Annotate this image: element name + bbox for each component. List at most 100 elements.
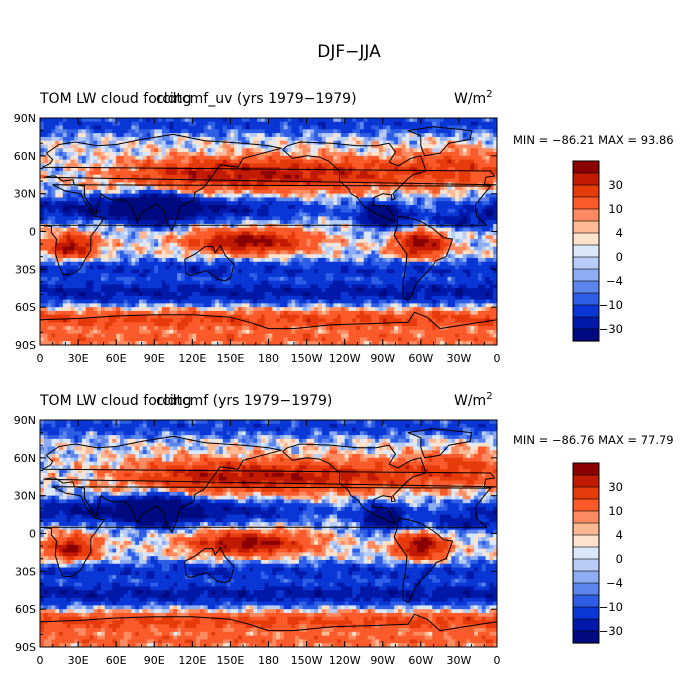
- field-cell: [279, 118, 285, 123]
- field-cell: [474, 167, 479, 172]
- field-cell: [295, 193, 300, 198]
- field-cell: [321, 235, 327, 240]
- field-cell: [85, 140, 91, 145]
- field-cell: [85, 216, 91, 221]
- field-cell: [123, 250, 129, 255]
- field-cell: [375, 152, 380, 157]
- field-cell: [375, 148, 380, 153]
- field-cell: [116, 155, 121, 161]
- field-cell: [295, 129, 300, 134]
- field-cell: [199, 250, 205, 255]
- field-cell: [119, 167, 125, 172]
- field-cell: [123, 148, 129, 153]
- field-cell: [241, 269, 247, 274]
- field-cell: [222, 148, 228, 153]
- field-cell: [260, 159, 266, 164]
- field-cell: [180, 216, 186, 221]
- field-cell: [424, 212, 429, 217]
- field-cell: [165, 174, 170, 180]
- field-cell: [329, 257, 334, 263]
- field-cell: [108, 159, 113, 164]
- field-cell: [477, 193, 483, 198]
- field-cell: [470, 129, 475, 134]
- field-cell: [188, 269, 193, 274]
- field-cell: [394, 223, 399, 229]
- field-cell: [279, 235, 285, 240]
- field-cell: [394, 246, 399, 251]
- field-cell: [104, 125, 110, 130]
- field-cell: [455, 189, 460, 195]
- field-cell: [283, 205, 289, 210]
- field-cell: [241, 257, 247, 263]
- field-cell: [344, 155, 349, 161]
- field-cell: [196, 121, 201, 127]
- field-cell: [89, 246, 94, 251]
- field-cell: [173, 152, 178, 157]
- field-cell: [417, 250, 422, 255]
- field-cell: [249, 136, 254, 142]
- field-cell: [85, 220, 91, 225]
- field-cell: [135, 201, 140, 206]
- field-cell: [287, 197, 292, 202]
- field-cell: [74, 174, 79, 180]
- field-cell: [85, 148, 91, 153]
- field-cell: [245, 129, 250, 134]
- field-cell: [443, 269, 448, 274]
- field-cell: [352, 121, 357, 127]
- field-cell: [222, 250, 228, 255]
- field-cell: [139, 257, 144, 263]
- field-cell: [325, 170, 330, 176]
- field-cell: [451, 250, 456, 255]
- field-cell: [329, 136, 334, 142]
- field-cell: [455, 174, 460, 180]
- field-cell: [177, 129, 182, 134]
- field-cell: [428, 227, 433, 232]
- field-cell: [211, 140, 216, 145]
- field-cell: [234, 208, 239, 214]
- field-cell: [329, 197, 334, 202]
- field-cell: [401, 250, 407, 255]
- field-cell: [337, 231, 342, 236]
- field-cell: [489, 216, 494, 221]
- field-cell: [268, 140, 273, 145]
- field-cell: [390, 178, 395, 183]
- field-cell: [325, 246, 330, 251]
- field-cell: [215, 170, 220, 176]
- field-cell: [378, 201, 384, 206]
- field-cell: [218, 121, 224, 127]
- field-cell: [420, 170, 426, 176]
- field-cell: [310, 208, 315, 214]
- field-cell: [462, 189, 468, 195]
- field-cell: [131, 118, 136, 123]
- field-cell: [47, 250, 52, 255]
- field-cell: [295, 212, 300, 217]
- field-cell: [432, 265, 437, 270]
- field-cell: [218, 208, 224, 214]
- field-cell: [184, 152, 190, 157]
- field-cell: [180, 223, 186, 229]
- field-cell: [108, 223, 113, 229]
- field-cell: [55, 193, 60, 198]
- field-cell: [458, 186, 464, 191]
- field-cell: [119, 182, 125, 187]
- field-cell: [466, 178, 471, 183]
- field-cell: [173, 144, 178, 149]
- field-cell: [180, 246, 186, 251]
- field-cell: [142, 129, 148, 134]
- field-cell: [59, 239, 64, 244]
- field-cell: [405, 159, 410, 164]
- field-cell: [439, 193, 445, 198]
- field-cell: [59, 216, 64, 221]
- field-cell: [249, 159, 254, 164]
- field-cell: [260, 182, 266, 187]
- field-cell: [405, 125, 410, 130]
- field-cell: [413, 189, 418, 195]
- field-cell: [329, 235, 334, 240]
- field-cell: [276, 273, 281, 278]
- field-cell: [371, 163, 376, 168]
- field-cell: [139, 167, 144, 172]
- field-cell: [55, 269, 60, 274]
- field-cell: [352, 231, 357, 236]
- field-cell: [169, 174, 174, 180]
- field-cell: [161, 193, 167, 198]
